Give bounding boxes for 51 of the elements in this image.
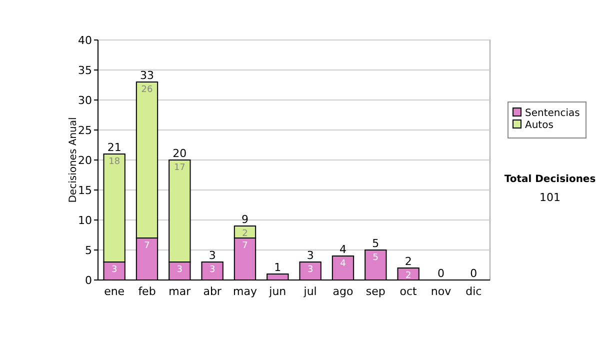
y-tick-label: 10	[78, 214, 92, 227]
x-tick-label: may	[233, 285, 258, 298]
data-label: 26	[141, 85, 153, 95]
data-label: 7	[144, 241, 150, 251]
x-tick-label: jun	[268, 285, 286, 298]
text: Total Decisiones	[504, 174, 596, 185]
y-tick-label: 30	[78, 94, 92, 107]
y-tick-label: 5	[85, 244, 92, 257]
x-tick-label: feb	[138, 285, 156, 298]
total-label: 0	[438, 267, 444, 280]
x-tick-label: jul	[302, 285, 317, 298]
y-tick-label: 40	[78, 34, 92, 47]
y-tick-label: 25	[78, 124, 92, 137]
x-tick-label: sep	[366, 285, 386, 298]
y-tick-label: 35	[78, 64, 92, 77]
total-label: 2	[404, 255, 412, 268]
data-label: 3	[176, 265, 183, 275]
legend-label: Sentencias	[525, 108, 580, 119]
data-label: 7	[242, 241, 248, 251]
x-tick-label: mar	[168, 285, 192, 298]
total-label: 4	[340, 243, 346, 256]
x-tick-label: ago	[332, 285, 354, 298]
y-axis-title: Decisiones Anual	[68, 117, 79, 203]
total-label: 3	[208, 249, 216, 262]
data-label: 2	[242, 229, 248, 239]
data-label: 5	[372, 253, 379, 263]
data-label: 3	[307, 265, 314, 275]
legend-label: Autos	[525, 120, 554, 131]
y-tick-label: 15	[78, 184, 92, 197]
data-label: 3	[209, 265, 216, 275]
x-tick-label: abr	[203, 285, 222, 298]
data-label: 18	[108, 157, 120, 167]
total-label: 21	[107, 141, 122, 154]
text: 101	[540, 191, 560, 204]
total-label: 3	[306, 249, 314, 262]
x-tick-label: oct	[400, 285, 418, 298]
x-tick-label: dic	[466, 285, 482, 298]
total-label: 33	[140, 69, 154, 82]
total-label: 0	[470, 267, 478, 280]
x-tick-label: ene	[104, 285, 125, 298]
total-label: 20	[172, 147, 187, 160]
data-label: 17	[174, 163, 186, 173]
data-label: 2	[405, 271, 412, 281]
y-tick-label: 20	[78, 154, 92, 167]
y-tick-label: 0	[85, 274, 92, 287]
total-label: 9	[242, 213, 248, 226]
data-label: 4	[340, 259, 346, 269]
data-label: 3	[111, 265, 118, 275]
total-label: 5	[372, 237, 380, 250]
x-tick-label: nov	[430, 285, 452, 298]
total-label: 1	[274, 261, 282, 274]
